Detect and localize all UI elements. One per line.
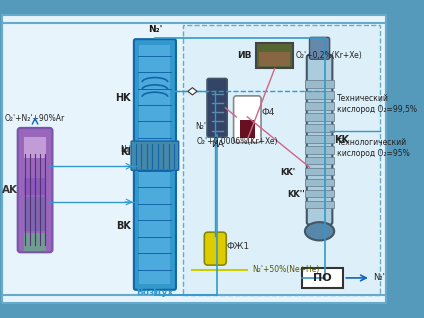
Text: HK: HK [115, 93, 131, 103]
FancyBboxPatch shape [131, 141, 179, 170]
Text: N₂'+50%(Ne+He): N₂'+50%(Ne+He) [252, 265, 319, 274]
Bar [24, 160, 46, 176]
Bar [305, 113, 334, 121]
Bar [305, 102, 334, 110]
Text: BK: BK [116, 221, 131, 231]
Bar [257, 43, 293, 68]
Text: Ф4: Ф4 [261, 108, 274, 117]
Text: ИВ: ИВ [237, 51, 252, 60]
Text: N₂': N₂' [373, 273, 385, 282]
Text: O₂'+N₂'+90%Ar: O₂'+N₂'+90%Ar [5, 114, 65, 123]
Bar [305, 135, 334, 142]
Bar [305, 179, 334, 186]
Bar [24, 197, 46, 231]
Bar [240, 120, 255, 138]
Text: N₂': N₂' [148, 25, 162, 34]
Text: ПО: ПО [313, 273, 332, 283]
Bar [139, 45, 170, 284]
FancyBboxPatch shape [207, 79, 227, 137]
Text: KK: KK [334, 135, 349, 145]
Text: KI: KI [120, 147, 131, 157]
Bar [302, 268, 343, 288]
Text: Технологический
кислород O₂=95%: Технологический кислород O₂=95% [337, 138, 410, 158]
Text: Воздух: Воздух [137, 288, 173, 297]
Bar [305, 168, 334, 176]
Text: KK': KK' [281, 168, 296, 177]
Text: ФЖ1: ФЖ1 [226, 242, 249, 251]
FancyBboxPatch shape [310, 37, 329, 59]
Text: O₂'+0,0006%(Kr+Xe): O₂'+0,0006%(Kr+Xe) [197, 137, 279, 146]
Bar [24, 137, 46, 158]
Bar [305, 80, 334, 88]
FancyBboxPatch shape [307, 55, 332, 225]
Text: N₂': N₂' [120, 145, 131, 154]
Bar [305, 146, 334, 154]
Text: KK'': KK'' [287, 190, 305, 199]
FancyBboxPatch shape [234, 96, 261, 142]
Bar [259, 52, 290, 66]
Bar [305, 190, 334, 197]
Bar [24, 178, 46, 195]
Text: N₂': N₂' [195, 121, 206, 131]
Polygon shape [188, 88, 197, 95]
Text: O₂'+0,2%(Kr+Xe): O₂'+0,2%(Kr+Xe) [296, 51, 363, 60]
Bar [183, 25, 380, 295]
Text: ИА: ИА [211, 140, 223, 149]
Text: AK: AK [2, 185, 18, 195]
Text: Технический
кислород O₂=99,5%: Технический кислород O₂=99,5% [337, 93, 417, 114]
Ellipse shape [305, 222, 334, 240]
Bar [305, 124, 334, 132]
Bar [305, 201, 334, 208]
Bar [305, 91, 334, 99]
Bar [305, 157, 334, 164]
Bar [24, 233, 46, 252]
FancyBboxPatch shape [18, 128, 53, 252]
FancyBboxPatch shape [134, 39, 176, 290]
FancyBboxPatch shape [204, 232, 226, 265]
